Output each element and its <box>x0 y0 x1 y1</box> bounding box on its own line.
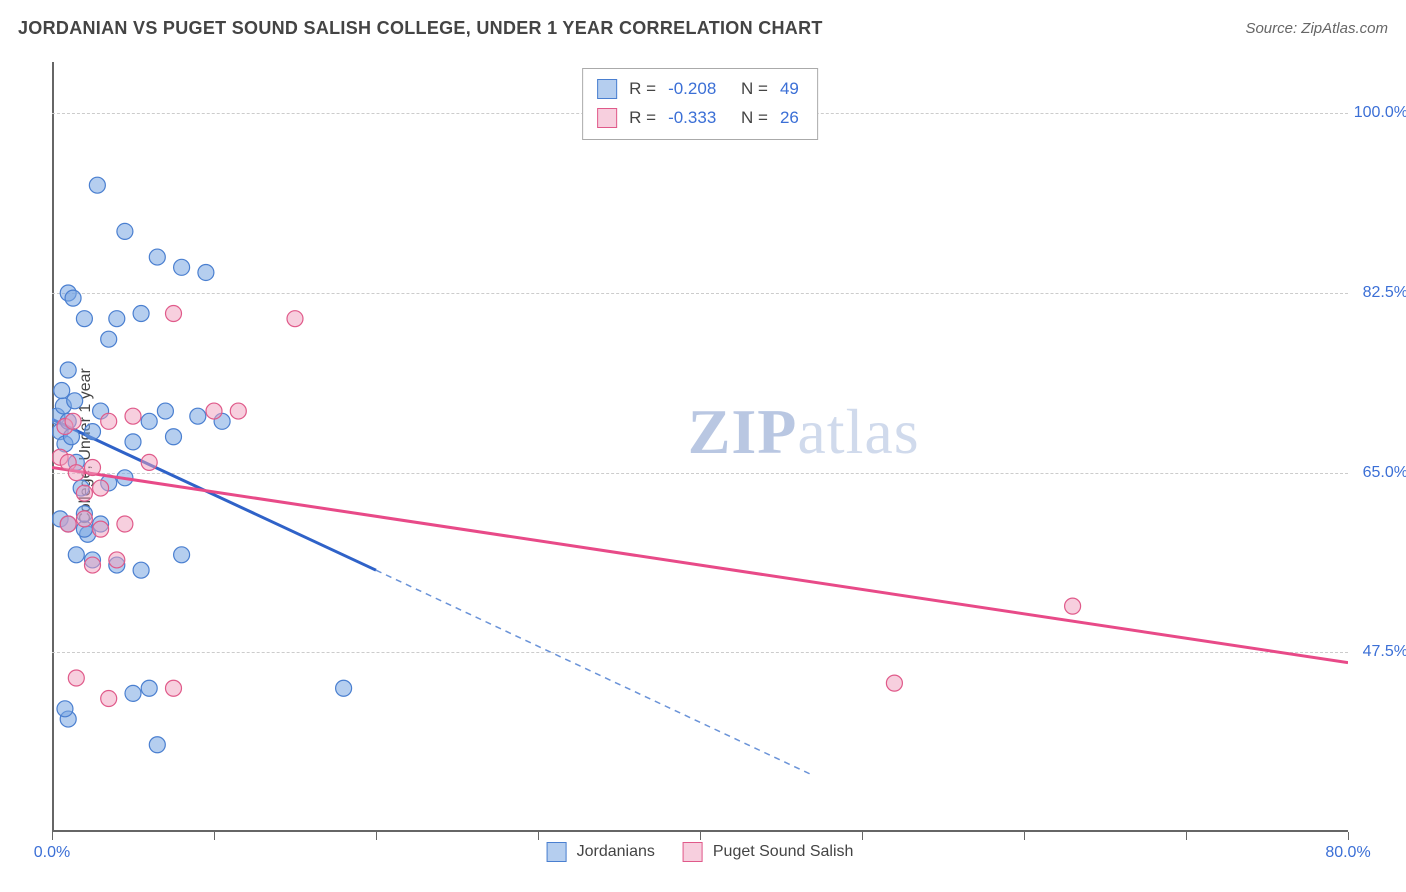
x-tick <box>1348 832 1349 840</box>
data-point <box>68 547 84 563</box>
data-point <box>60 516 76 532</box>
data-point <box>336 680 352 696</box>
data-point <box>68 465 84 481</box>
x-tick <box>376 832 377 840</box>
trend-line-puget-sound-salish <box>52 468 1348 663</box>
data-point <box>166 306 182 322</box>
x-tick <box>1186 832 1187 840</box>
stat-n-val-0: 49 <box>780 75 799 104</box>
data-point <box>117 223 133 239</box>
y-tick-label: 47.5% <box>1363 643 1406 661</box>
data-point <box>85 424 101 440</box>
legend-label: Jordanians <box>577 843 655 861</box>
data-point <box>93 480 109 496</box>
data-point <box>65 413 81 429</box>
data-point <box>54 383 70 399</box>
data-point <box>60 362 76 378</box>
data-point <box>206 403 222 419</box>
data-point <box>133 562 149 578</box>
data-point <box>157 403 173 419</box>
legend-item-salish: Puget Sound Salish <box>683 842 854 862</box>
y-tick-label: 65.0% <box>1363 464 1406 482</box>
x-tick <box>862 832 863 840</box>
data-point <box>76 485 92 501</box>
data-point <box>101 691 117 707</box>
source-credit: Source: ZipAtlas.com <box>1245 20 1388 37</box>
data-point <box>57 701 73 717</box>
data-point <box>141 413 157 429</box>
bottom-legend: Jordanians Puget Sound Salish <box>547 842 854 862</box>
swatch-salish <box>597 108 617 128</box>
stat-n-label: N = <box>741 75 768 104</box>
y-tick-label: 82.5% <box>1363 284 1406 302</box>
swatch-jordanians <box>597 79 617 99</box>
chart-title: JORDANIAN VS PUGET SOUND SALISH COLLEGE,… <box>18 18 823 39</box>
chart-canvas <box>52 62 1348 832</box>
stat-r-label: R = <box>629 75 656 104</box>
x-tick <box>700 832 701 840</box>
data-point <box>101 331 117 347</box>
x-tick <box>538 832 539 840</box>
data-point <box>101 413 117 429</box>
y-tick-label: 100.0% <box>1354 104 1406 122</box>
x-tick <box>214 832 215 840</box>
data-point <box>109 552 125 568</box>
legend-item-jordanians: Jordanians <box>547 842 655 862</box>
stat-r-label: R = <box>629 104 656 133</box>
data-point <box>1065 598 1081 614</box>
data-point <box>149 249 165 265</box>
data-point <box>141 454 157 470</box>
data-point <box>67 393 83 409</box>
plot-area: ZIPatlas R = -0.208 N = 49 R = -0.333 N … <box>52 62 1348 832</box>
data-point <box>125 434 141 450</box>
trend-line-dashed <box>376 570 813 775</box>
data-point <box>65 290 81 306</box>
data-point <box>149 737 165 753</box>
data-point <box>125 685 141 701</box>
x-tick-label: 80.0% <box>1325 844 1370 862</box>
x-tick-label: 0.0% <box>34 844 70 862</box>
data-point <box>76 511 92 527</box>
x-tick <box>1024 832 1025 840</box>
data-point <box>230 403 246 419</box>
data-point <box>190 408 206 424</box>
data-point <box>886 675 902 691</box>
data-point <box>109 311 125 327</box>
data-point <box>89 177 105 193</box>
data-point <box>125 408 141 424</box>
stats-row-jordanians: R = -0.208 N = 49 <box>597 75 803 104</box>
data-point <box>174 547 190 563</box>
data-point <box>174 259 190 275</box>
data-point <box>93 521 109 537</box>
data-point <box>117 516 133 532</box>
data-point <box>198 264 214 280</box>
data-point <box>166 680 182 696</box>
swatch-jordanians <box>547 842 567 862</box>
stat-r-val-0: -0.208 <box>668 75 716 104</box>
data-point <box>85 460 101 476</box>
data-point <box>287 311 303 327</box>
data-point <box>85 557 101 573</box>
stats-row-salish: R = -0.333 N = 26 <box>597 104 803 133</box>
x-tick <box>52 832 53 840</box>
data-point <box>133 306 149 322</box>
data-point <box>166 429 182 445</box>
stats-legend: R = -0.208 N = 49 R = -0.333 N = 26 <box>582 68 818 140</box>
legend-label: Puget Sound Salish <box>713 843 854 861</box>
title-bar: JORDANIAN VS PUGET SOUND SALISH COLLEGE,… <box>18 18 1388 39</box>
stat-n-val-1: 26 <box>780 104 799 133</box>
data-point <box>68 670 84 686</box>
data-point <box>76 311 92 327</box>
data-point <box>141 680 157 696</box>
stat-n-label: N = <box>741 104 768 133</box>
stat-r-val-1: -0.333 <box>668 104 716 133</box>
swatch-salish <box>683 842 703 862</box>
